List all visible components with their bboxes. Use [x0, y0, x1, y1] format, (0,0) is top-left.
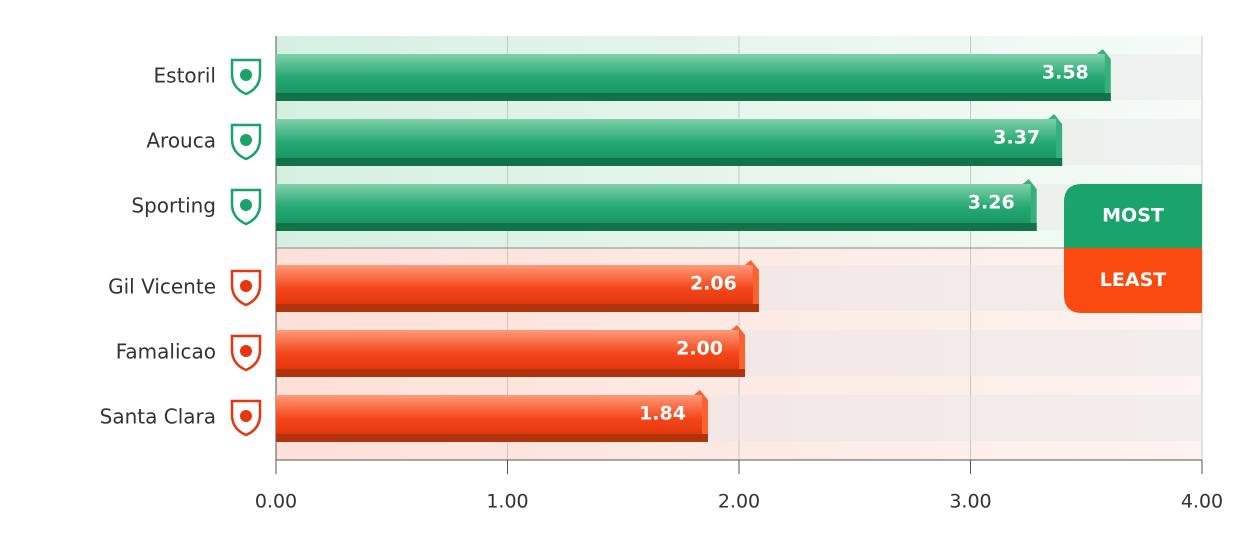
x-tick-label: 3.00	[949, 491, 991, 513]
legend-badge	[1064, 248, 1202, 313]
bar	[276, 265, 753, 304]
bar-shadow	[276, 223, 1037, 231]
x-tick-label: 0.00	[255, 491, 297, 513]
category-label: Sporting	[131, 194, 216, 218]
value-label: 3.58	[1042, 62, 1089, 84]
category-label: Famalicao	[116, 340, 216, 364]
value-label: 2.00	[676, 338, 723, 360]
x-tick-label: 2.00	[718, 491, 760, 513]
category-label: Estoril	[154, 64, 216, 88]
x-tick-label: 4.00	[1181, 491, 1223, 513]
category-label: Gil Vicente	[108, 275, 216, 299]
bar-shadow	[276, 369, 745, 377]
value-label: 2.06	[690, 273, 737, 295]
category-label: Santa Clara	[100, 405, 216, 429]
value-label: 3.37	[993, 127, 1040, 149]
bar	[276, 119, 1057, 158]
team-crest-inner	[240, 410, 252, 422]
value-label: 3.26	[968, 192, 1015, 214]
category-label: Arouca	[146, 129, 216, 153]
legend-label: LEAST	[1100, 269, 1166, 291]
x-tick-label: 1.00	[486, 491, 528, 513]
bar	[276, 184, 1031, 223]
bar	[276, 395, 702, 434]
bar	[276, 54, 1105, 93]
bar-shadow	[276, 158, 1063, 166]
bar-shadow	[276, 93, 1111, 101]
team-crest-inner	[240, 280, 252, 292]
legend-label: MOST	[1102, 205, 1164, 227]
value-label: 1.84	[639, 403, 686, 425]
team-crest-inner	[240, 345, 252, 357]
bar-shadow	[276, 304, 759, 312]
legend-badge	[1064, 184, 1202, 248]
bar	[276, 330, 739, 369]
team-crest-inner	[240, 199, 252, 211]
team-crest-inner	[240, 134, 252, 146]
team-crest-inner	[240, 69, 252, 81]
bar-shadow	[276, 434, 708, 442]
